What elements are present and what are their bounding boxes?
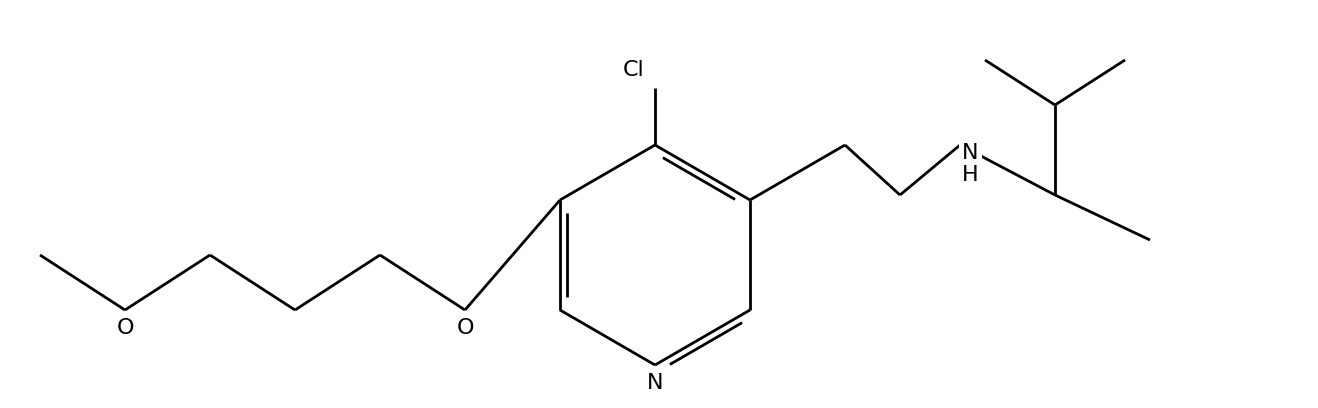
Text: H: H <box>962 165 979 185</box>
Text: O: O <box>456 318 473 338</box>
Text: N: N <box>962 143 978 163</box>
Text: O: O <box>116 318 133 338</box>
Text: N: N <box>647 373 663 393</box>
Text: Cl: Cl <box>623 60 645 80</box>
